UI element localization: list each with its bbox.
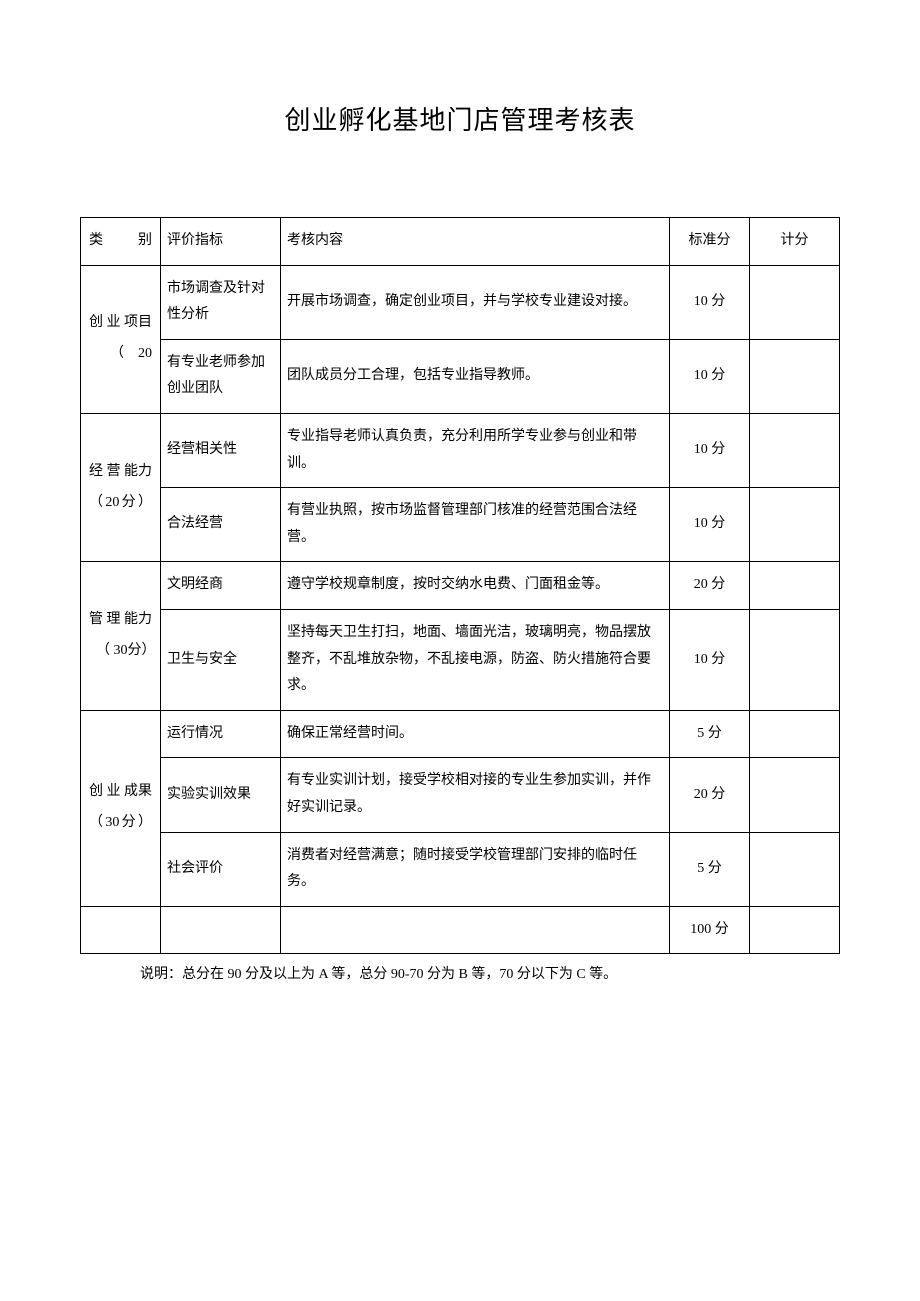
score-cell: 5 分 xyxy=(670,710,750,758)
total-category-cell xyxy=(81,906,161,954)
header-indicator: 评价指标 xyxy=(161,218,281,266)
score-cell: 20 分 xyxy=(670,758,750,832)
score-cell: 10 分 xyxy=(670,339,750,413)
header-score: 标准分 xyxy=(670,218,750,266)
indicator-cell: 实验实训效果 xyxy=(161,758,281,832)
table-row: 经 营 能力（20分） 经营相关性 专业指导老师认真负责，充分利用所学专业参与创… xyxy=(81,413,840,487)
total-score-cell: 100 分 xyxy=(670,906,750,954)
grade-cell xyxy=(750,832,840,906)
grade-cell xyxy=(750,413,840,487)
indicator-cell: 合法经营 xyxy=(161,488,281,562)
content-cell: 团队成员分工合理，包括专业指导教师。 xyxy=(281,339,670,413)
indicator-cell: 有专业老师参加创业团队 xyxy=(161,339,281,413)
grade-cell xyxy=(750,339,840,413)
indicator-cell: 经营相关性 xyxy=(161,413,281,487)
grade-cell xyxy=(750,710,840,758)
indicator-cell: 市场调查及针对性分析 xyxy=(161,265,281,339)
table-row: 实验实训效果 有专业实训计划，接受学校相对接的专业生参加实训，并作好实训记录。 … xyxy=(81,758,840,832)
content-cell: 消费者对经营满意；随时接受学校管理部门安排的临时任务。 xyxy=(281,832,670,906)
header-content: 考核内容 xyxy=(281,218,670,266)
category-cell: 创 业 成果（30分） xyxy=(81,710,161,906)
table-row: 合法经营 有营业执照，按市场监督管理部门核准的经营范围合法经营。 10 分 xyxy=(81,488,840,562)
grade-cell xyxy=(750,488,840,562)
score-cell: 10 分 xyxy=(670,413,750,487)
grade-cell xyxy=(750,609,840,710)
table-row: 卫生与安全 坚持每天卫生打扫，地面、墙面光洁，玻璃明亮，物品摆放整齐，不乱堆放杂… xyxy=(81,609,840,710)
category-cell: 经 营 能力（20分） xyxy=(81,413,161,561)
content-cell: 遵守学校规章制度，按时交纳水电费、门面租金等。 xyxy=(281,562,670,610)
content-cell: 有营业执照，按市场监督管理部门核准的经营范围合法经营。 xyxy=(281,488,670,562)
footnote: 说明：总分在 90 分及以上为 A 等，总分 90-70 分为 B 等，70 分… xyxy=(80,964,840,986)
indicator-cell: 运行情况 xyxy=(161,710,281,758)
total-grade-cell xyxy=(750,906,840,954)
grade-cell xyxy=(750,758,840,832)
indicator-cell: 文明经商 xyxy=(161,562,281,610)
header-grade: 计分 xyxy=(750,218,840,266)
content-cell: 专业指导老师认真负责，充分利用所学专业参与创业和带训。 xyxy=(281,413,670,487)
indicator-cell: 卫生与安全 xyxy=(161,609,281,710)
table-row: 有专业老师参加创业团队 团队成员分工合理，包括专业指导教师。 10 分 xyxy=(81,339,840,413)
content-cell: 有专业实训计划，接受学校相对接的专业生参加实训，并作好实训记录。 xyxy=(281,758,670,832)
category-cell: 管 理 能力 （ 30分） xyxy=(81,562,161,710)
grade-cell xyxy=(750,265,840,339)
score-cell: 10 分 xyxy=(670,609,750,710)
page-title: 创业孵化基地门店管理考核表 xyxy=(80,100,840,137)
table-row: 管 理 能力 （ 30分） 文明经商 遵守学校规章制度，按时交纳水电费、门面租金… xyxy=(81,562,840,610)
table-header-row: 类别 评价指标 考核内容 标准分 计分 xyxy=(81,218,840,266)
content-cell: 坚持每天卫生打扫，地面、墙面光洁，玻璃明亮，物品摆放整齐，不乱堆放杂物，不乱接电… xyxy=(281,609,670,710)
header-category: 类别 xyxy=(81,218,161,266)
table-row: 创 业 项目 （20 市场调查及针对性分析 开展市场调查，确定创业项目，并与学校… xyxy=(81,265,840,339)
score-cell: 10 分 xyxy=(670,488,750,562)
total-content-cell xyxy=(281,906,670,954)
table-row: 社会评价 消费者对经营满意；随时接受学校管理部门安排的临时任务。 5 分 xyxy=(81,832,840,906)
grade-cell xyxy=(750,562,840,610)
score-cell: 20 分 xyxy=(670,562,750,610)
category-cell: 创 业 项目 （20 xyxy=(81,265,161,413)
content-cell: 确保正常经营时间。 xyxy=(281,710,670,758)
table-row: 创 业 成果（30分） 运行情况 确保正常经营时间。 5 分 xyxy=(81,710,840,758)
indicator-cell: 社会评价 xyxy=(161,832,281,906)
assessment-table: 类别 评价指标 考核内容 标准分 计分 创 业 项目 （20 市场调查及针对性分… xyxy=(80,217,840,954)
score-cell: 10 分 xyxy=(670,265,750,339)
total-row: 100 分 xyxy=(81,906,840,954)
score-cell: 5 分 xyxy=(670,832,750,906)
total-indicator-cell xyxy=(161,906,281,954)
content-cell: 开展市场调查，确定创业项目，并与学校专业建设对接。 xyxy=(281,265,670,339)
